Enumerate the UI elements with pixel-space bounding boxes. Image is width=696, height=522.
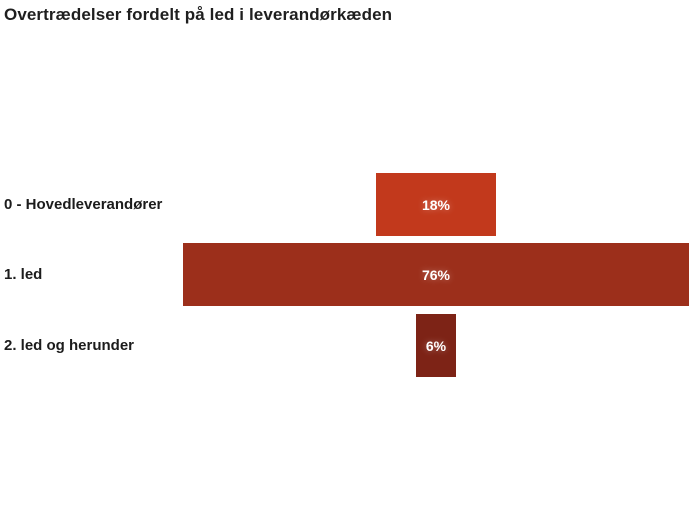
funnel-bar[interactable]: 18% [376, 173, 496, 236]
value-label: 18% [421, 196, 451, 213]
funnel-bar[interactable]: 6% [416, 314, 456, 377]
category-label: 1. led [4, 266, 43, 283]
chart-title: Overtrædelser fordelt på led i leverandø… [4, 5, 393, 24]
value-label: 6% [425, 337, 447, 354]
category-label: 0 - Hovedleverandører [4, 196, 163, 213]
funnel-bar[interactable]: 76% [183, 243, 689, 306]
category-label: 2. led og herunder [4, 337, 135, 354]
value-label: 76% [421, 266, 451, 283]
